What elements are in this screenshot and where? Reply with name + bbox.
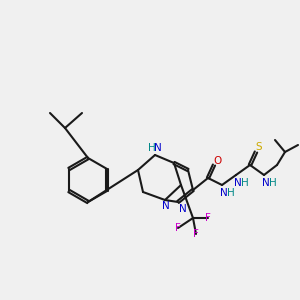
Text: F: F xyxy=(205,213,211,223)
Text: N: N xyxy=(154,143,162,153)
Text: N: N xyxy=(179,204,187,214)
Text: N: N xyxy=(262,178,270,188)
Text: H: H xyxy=(227,188,235,198)
Text: H: H xyxy=(241,178,249,188)
Text: N: N xyxy=(220,188,228,198)
Text: H: H xyxy=(148,143,156,153)
Text: S: S xyxy=(256,142,262,152)
Text: F: F xyxy=(175,223,181,233)
Text: N: N xyxy=(234,178,242,188)
Text: N: N xyxy=(162,201,170,211)
Text: O: O xyxy=(213,156,221,166)
Text: F: F xyxy=(193,229,199,239)
Text: H: H xyxy=(269,178,277,188)
